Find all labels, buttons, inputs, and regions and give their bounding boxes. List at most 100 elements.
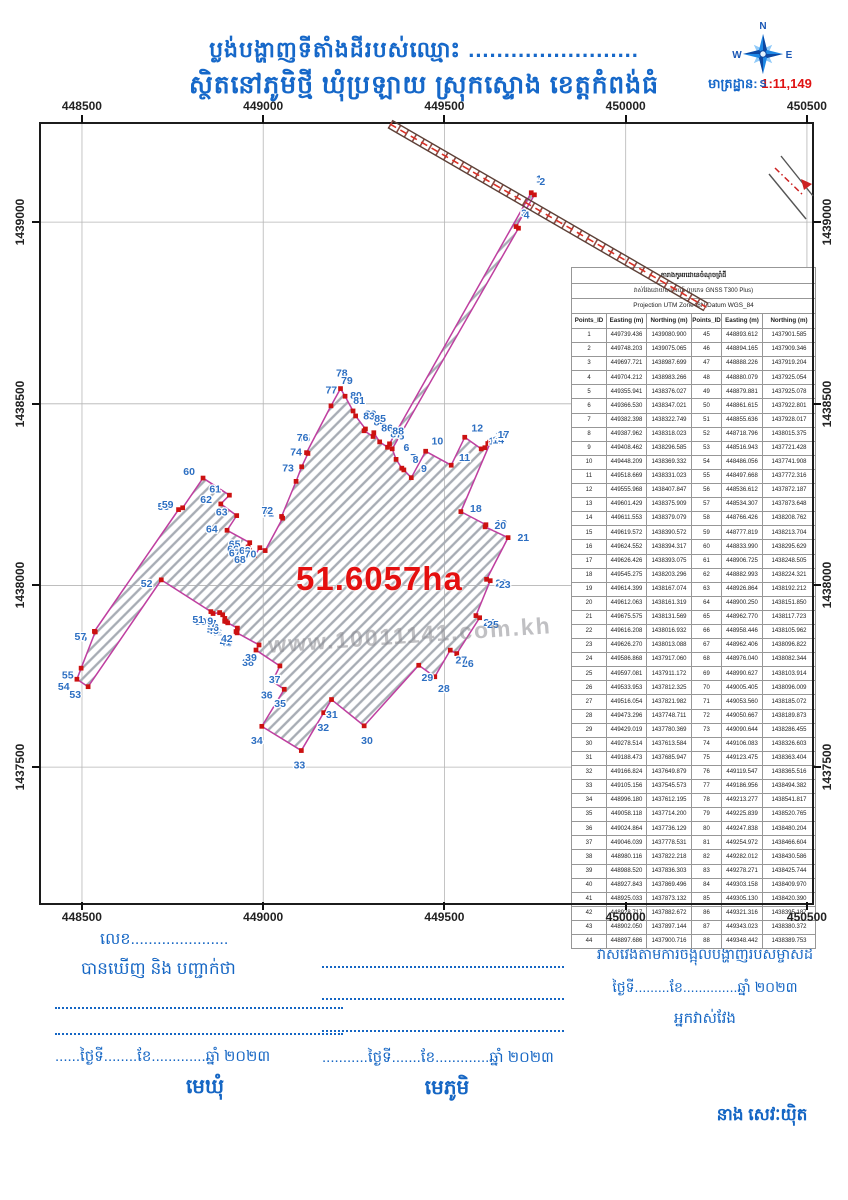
table-cell: 449614.399 <box>606 581 647 597</box>
vertex-dot <box>222 616 228 621</box>
table-cell: 35 <box>571 807 607 823</box>
table-cell: 1438375.909 <box>646 497 692 513</box>
vertex-label: 87 <box>390 429 402 441</box>
vertex-label: 58 <box>158 501 170 513</box>
table-row: 5 449355.941 1438376.027 49 448879.881 143792… <box>571 384 817 400</box>
table-cell: 1437780.369 <box>646 722 692 738</box>
vertex-dot <box>158 577 164 583</box>
table-cell: 1437778.531 <box>646 835 692 851</box>
table-cell: 1438409.970 <box>761 877 817 893</box>
table-cell: 1438389.753 <box>761 934 817 950</box>
table-cell: 47 <box>691 356 722 372</box>
table-cell: 69 <box>691 666 722 682</box>
vertex-dot <box>208 609 214 614</box>
x-axis-tick <box>805 902 808 910</box>
table-cell: 9 <box>571 440 607 456</box>
table-cell: 1437714.200 <box>646 807 692 823</box>
table-cell: 40 <box>571 877 607 893</box>
table-cell: 37 <box>571 835 607 851</box>
vertex-dot <box>78 665 84 671</box>
table-cell: 57 <box>691 497 722 513</box>
table-row: 44 448897.686 1437900.716 88 449348.442 14383… <box>571 934 817 950</box>
table-cell: 15 <box>571 525 607 541</box>
table-cell: 449448.209 <box>606 454 647 470</box>
y-axis-tick-label: 1439000 <box>820 198 834 246</box>
table-cell: 11 <box>571 468 607 485</box>
table-row: 6 449366.530 1438347.021 50 448861.615 143792… <box>571 398 817 414</box>
y-axis-tick <box>813 221 821 224</box>
table-cell: 31 <box>571 750 607 766</box>
y-axis-tick <box>813 402 821 405</box>
table-cell: 1437873.648 <box>761 497 817 513</box>
table-cell: 79 <box>691 807 722 823</box>
table-cell: 1438407.847 <box>646 483 692 499</box>
vertex-dot <box>279 514 284 519</box>
vertex-dot <box>408 475 414 481</box>
vertex-dot <box>92 628 97 634</box>
table-cell: 449382.398 <box>606 412 647 428</box>
table-cell: 1438376.027 <box>646 384 692 400</box>
vertex-dot <box>220 612 226 618</box>
table-row: 38 448980.116 1437822.218 82 449282.012 14384… <box>571 849 817 865</box>
x-axis-tick-label: 448500 <box>61 910 102 924</box>
table-cell: 1438365.516 <box>761 764 817 781</box>
table-cell: 20 <box>571 595 607 611</box>
x-axis-tick <box>262 902 265 910</box>
table-cell: 38 <box>571 849 607 865</box>
vertex-label: 36 <box>261 690 273 702</box>
table-cell: 65 <box>691 609 722 625</box>
table-cell: 1438983.266 <box>646 370 692 386</box>
table-cell: 449586.868 <box>606 652 647 668</box>
vertex-dot <box>387 441 392 447</box>
table-cell: 25 <box>571 666 607 682</box>
table-cell: 449355.941 <box>606 384 647 400</box>
vertex-label: 9 <box>421 463 427 475</box>
vertex-label: 86 <box>381 423 393 435</box>
vertex-dot <box>432 674 438 680</box>
table-cell: 1438096.009 <box>761 680 817 696</box>
table-cell: 1437649.879 <box>646 764 692 781</box>
table-cell: 449005.405 <box>721 680 763 696</box>
vertex-label: 26 <box>462 658 474 670</box>
table-cell: 34 <box>571 793 607 809</box>
vertex-label: 56 <box>75 632 87 644</box>
table-cell: 448486.056 <box>721 454 763 470</box>
table-cell: 18 <box>571 567 607 583</box>
x-axis-tick-label: 449000 <box>243 99 284 113</box>
vertex-label: 82 <box>365 409 377 421</box>
vertex-dot <box>329 697 334 702</box>
vertex-label: 39 <box>245 652 257 664</box>
table-cell: 17 <box>571 553 607 569</box>
table-cell: 1438296.585 <box>646 440 692 456</box>
vertex-label: 13 <box>489 435 501 447</box>
vertex-dot <box>416 662 422 668</box>
table-cell: 1438480.204 <box>761 821 817 837</box>
vertex-dot <box>401 467 407 473</box>
table-cell: 44 <box>571 934 607 950</box>
vertex-label: 5 <box>398 431 404 443</box>
table-row: 14 449611.553 1438379.079 58 448766.426 14382… <box>571 511 817 527</box>
vertex-label: 19 <box>495 518 507 530</box>
table-cell: 449518.669 <box>606 468 647 485</box>
table-cell: 1438016.932 <box>646 623 692 640</box>
vertex-label: 28 <box>438 683 450 695</box>
map-scale: មាត្រដ្ឋាន: 1:11,149 <box>672 76 848 95</box>
vertex-dot <box>245 544 251 550</box>
table-row: 4 449704.212 1438983.266 48 448880.079 143792… <box>571 370 817 386</box>
table-cell: 39 <box>571 863 607 879</box>
table-column-headers: Points_ID Easting (m) Northing (m) Points_I… <box>571 313 817 329</box>
table-cell: 449739.436 <box>606 327 647 344</box>
vertex-label: 83 <box>363 410 375 422</box>
table-row: 19 449614.399 1438167.074 63 448926.864 14381… <box>571 581 817 597</box>
vertex-label: 50 <box>195 616 207 628</box>
table-cell: 449366.530 <box>606 398 647 414</box>
y-axis-tick <box>32 766 40 769</box>
vertex-dot <box>299 464 305 470</box>
table-row: 1 449739.436 1439080.900 45 448893.612 143790… <box>571 327 817 344</box>
vertex-dot <box>218 501 224 507</box>
table-row: 41 448925.033 1437873.132 85 449305.130 14384… <box>571 891 817 907</box>
table-cell: 59 <box>691 525 722 541</box>
table-cell: 84 <box>691 877 722 893</box>
table-cell: 1438103.914 <box>761 666 817 682</box>
